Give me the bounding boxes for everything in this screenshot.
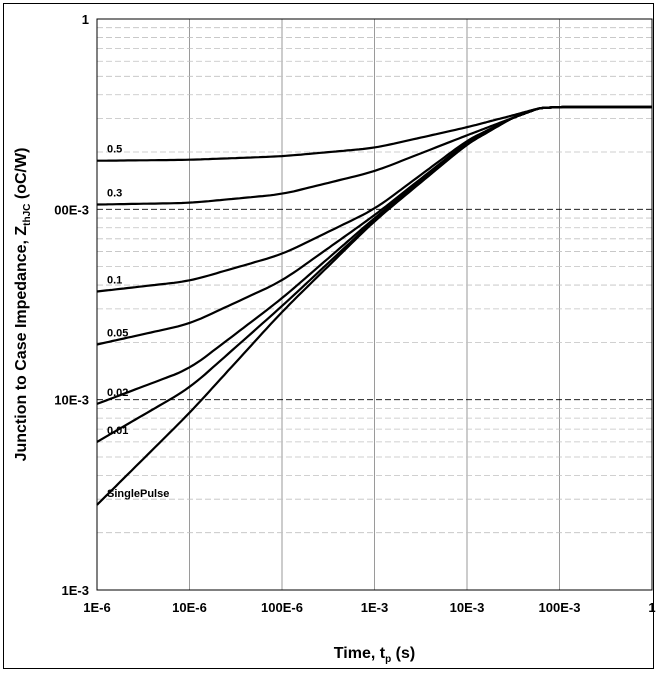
y-tick-label-1: 10E-3	[54, 393, 89, 408]
series-label-6: SinglePulse	[107, 488, 169, 500]
series-labels: 0.5 0.3 0.1 0.05 0.02 0.01 SinglePulse	[107, 144, 169, 500]
y-axis-label-unit: (oC/W)	[13, 148, 30, 204]
y-axis-label-main: Junction to Case Impedance, Z	[13, 226, 30, 462]
x-axis-label-subscript: p	[385, 654, 391, 665]
series-label-5: 0.01	[107, 425, 128, 437]
x-axis-label: Time, tp (s)	[334, 645, 415, 665]
tick-labels: 1E-6 10E-6 100E-6 1E-3 10E-3 100E-3 11E-310E-3…	[54, 12, 655, 615]
plot-area-border	[96, 18, 653, 591]
series-lines	[96, 105, 652, 506]
x-tick-label-5: 100E-3	[539, 600, 581, 615]
x-tick-label-1: 10E-6	[172, 600, 207, 615]
series-label-0: 0.5	[107, 144, 122, 156]
y-tick-label-0: 1E-3	[62, 583, 89, 598]
series-label-3: 0.05	[107, 327, 128, 339]
x-tick-label-6: 1	[648, 600, 655, 615]
y-axis-label: Junction to Case Impedance, ZthJC (oC/W)	[13, 148, 33, 462]
y-tick-label-2: 00E-3	[54, 202, 89, 217]
x-axis-label-main: Time, t	[334, 645, 386, 662]
x-tick-label-3: 1E-3	[361, 600, 388, 615]
chart-frame	[3, 3, 654, 669]
x-axis-label-unit: (s)	[391, 645, 415, 662]
x-tick-label-2: 100E-6	[261, 600, 303, 615]
series-label-4: 0.02	[107, 387, 128, 399]
series-label-1: 0.3	[107, 188, 122, 200]
y-axis-label-subscript: thJC	[22, 204, 33, 226]
grid-lines	[96, 18, 653, 591]
y-tick-label-3: 1	[82, 12, 89, 27]
series-line-6	[96, 105, 652, 506]
series-label-2: 0.1	[107, 275, 122, 287]
x-tick-label-0: 1E-6	[83, 600, 110, 615]
x-tick-label-4: 10E-3	[450, 600, 485, 615]
